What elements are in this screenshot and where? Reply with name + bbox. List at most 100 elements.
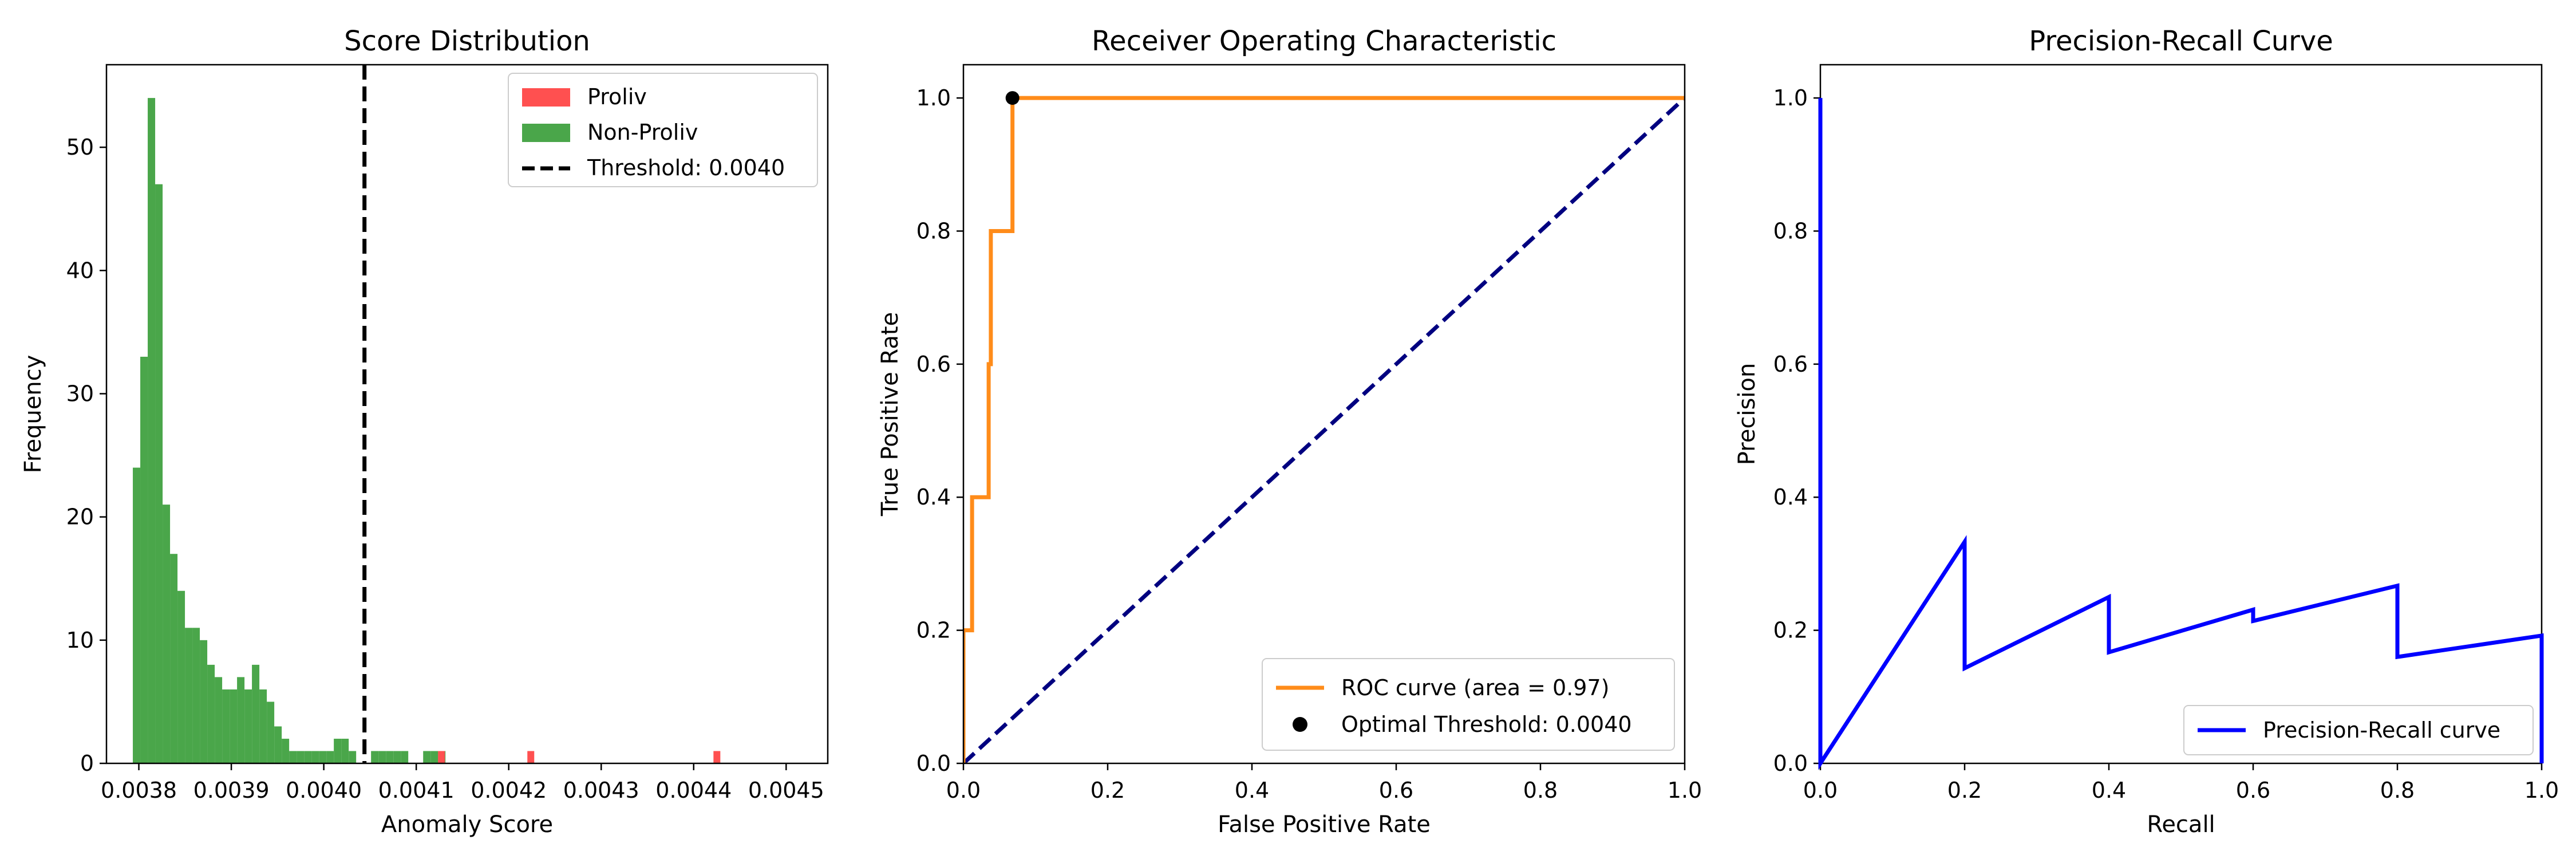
- y-tick-label: 0.8: [916, 218, 951, 243]
- y-tick-label: 0.2: [1773, 618, 1808, 643]
- x-tick-label: 0.0043: [563, 778, 639, 803]
- legend-swatch-non-proliv: [522, 124, 570, 142]
- x-tick-label: 0.2: [1947, 778, 1982, 803]
- y-tick-label: 0.2: [916, 618, 951, 643]
- x-tick-label: 0.0041: [378, 778, 455, 803]
- histogram-bar-non-proliv: [252, 664, 260, 763]
- x-tick-label: 0.0039: [193, 778, 270, 803]
- histogram-bar-non-proliv: [274, 726, 282, 763]
- y-tick-label: 20: [66, 505, 94, 530]
- plot-area: [963, 96, 1685, 763]
- histogram-bar-non-proliv: [349, 751, 357, 763]
- axes-frame: [105, 64, 829, 765]
- y-axis-label: Precision: [1734, 363, 1760, 465]
- y-tick-label: 0.4: [916, 484, 951, 510]
- histogram-bar-proliv: [438, 751, 445, 763]
- legend-label-threshold: Threshold: 0.0040: [587, 155, 785, 180]
- histogram-bar-proliv: [713, 751, 721, 763]
- histogram-bar-non-proliv: [423, 751, 431, 763]
- histogram-bar-non-proliv: [341, 738, 349, 763]
- chart-title: Receiver Operating Characteristic: [1092, 25, 1556, 57]
- y-tick-label: 1.0: [916, 85, 951, 111]
- histogram-bar-non-proliv: [170, 554, 178, 763]
- histogram-bar-non-proliv: [304, 751, 312, 763]
- x-tick-label: 0.8: [1523, 778, 1558, 803]
- y-tick-label: 0.6: [916, 352, 951, 377]
- histogram-bar-non-proliv: [371, 751, 379, 763]
- y-tick-label: 0.8: [1773, 218, 1808, 243]
- histogram-bar-non-proliv: [200, 640, 208, 763]
- chart-title: Precision-Recall Curve: [2029, 25, 2333, 57]
- y-tick-label: 0: [80, 751, 94, 776]
- legend-box: [508, 73, 818, 187]
- y-tick-label: 0.0: [916, 751, 951, 776]
- histogram-bar-non-proliv: [386, 751, 394, 763]
- histogram-bar-non-proliv: [222, 689, 230, 763]
- y-axis-label: Frequency: [20, 355, 46, 474]
- y-tick-label: 1.0: [1773, 85, 1808, 111]
- plot-area: [133, 65, 721, 763]
- histogram-bar-non-proliv: [140, 356, 148, 763]
- x-tick-label: 0.0: [946, 778, 981, 803]
- legend-label-non-proliv: Non-Proliv: [587, 120, 698, 145]
- chart-panel-2: Receiver Operating Characteristic False P…: [877, 25, 1702, 838]
- y-tick-label: 30: [66, 381, 94, 406]
- histogram-bar-non-proliv: [297, 751, 305, 763]
- histogram-bar-non-proliv: [230, 689, 238, 763]
- histogram-bar-non-proliv: [163, 505, 171, 763]
- y-tick-label: 10: [66, 628, 94, 653]
- x-tick-label: 0.0042: [471, 778, 547, 803]
- histogram-bar-non-proliv: [326, 751, 334, 763]
- histogram-bar-proliv: [527, 751, 535, 763]
- histogram-bar-non-proliv: [237, 677, 245, 763]
- x-tick-label: 0.8: [2380, 778, 2415, 803]
- x-tick-label: 1.0: [2524, 778, 2559, 803]
- histogram-bar-non-proliv: [401, 751, 409, 763]
- y-tick-label: 0.4: [1773, 484, 1808, 510]
- x-axis-label: Anomaly Score: [381, 811, 553, 838]
- histogram-bar-non-proliv: [185, 628, 193, 763]
- histogram-bar-non-proliv: [334, 738, 342, 763]
- histogram-bar-non-proliv: [215, 677, 223, 763]
- histogram-bar-non-proliv: [289, 751, 297, 763]
- x-tick-label: 0.6: [2236, 778, 2270, 803]
- legend-label-optimal: Optimal Threshold: 0.0040: [1341, 712, 1632, 737]
- chart-title: Score Distribution: [344, 25, 590, 57]
- legend-label-proliv: Proliv: [587, 84, 647, 109]
- legend-label-pr: Precision-Recall curve: [2263, 718, 2500, 743]
- histogram-bar-non-proliv: [378, 751, 386, 763]
- optimal-threshold-point: [1005, 91, 1020, 105]
- histogram-bar-non-proliv: [430, 751, 438, 763]
- legend-box: [1262, 658, 1675, 751]
- x-tick-label: 0.2: [1091, 778, 1125, 803]
- histogram-bar-non-proliv: [282, 738, 290, 763]
- legend-swatch-optimal: [1293, 717, 1307, 732]
- roc-chance-line: [963, 96, 1685, 763]
- y-tick-label: 0.0: [1773, 751, 1808, 776]
- x-tick-label: 0.0038: [101, 778, 177, 803]
- histogram-bar-non-proliv: [155, 184, 163, 763]
- axes-frame: [962, 64, 1686, 765]
- y-tick-label: 40: [66, 258, 94, 283]
- histogram-bar-non-proliv: [207, 664, 215, 763]
- histogram-bar-non-proliv: [267, 702, 275, 763]
- x-tick-label: 0.0: [1803, 778, 1838, 803]
- x-tick-label: 0.0045: [748, 778, 824, 803]
- legend-swatch-proliv: [522, 88, 570, 107]
- x-tick-label: 0.0044: [655, 778, 732, 803]
- x-tick-label: 0.6: [1379, 778, 1413, 803]
- axes-frame: [1819, 64, 2543, 765]
- y-tick-label: 0.6: [1773, 352, 1808, 377]
- histogram-bar-non-proliv: [133, 467, 141, 763]
- x-axis-label: False Positive Rate: [1218, 811, 1431, 838]
- chart-panel-3: Precision-Recall Curve Recall Precision 0.0…: [1734, 25, 2559, 838]
- x-tick-label: 0.4: [1235, 778, 1269, 803]
- x-tick-label: 0.0040: [286, 778, 362, 803]
- histogram-bar-non-proliv: [319, 751, 327, 763]
- histogram-bar-non-proliv: [177, 590, 185, 763]
- histogram-bar-non-proliv: [244, 689, 252, 763]
- histogram-bar-non-proliv: [393, 751, 401, 763]
- x-tick-label: 0.4: [2092, 778, 2126, 803]
- x-tick-label: 1.0: [1668, 778, 1702, 803]
